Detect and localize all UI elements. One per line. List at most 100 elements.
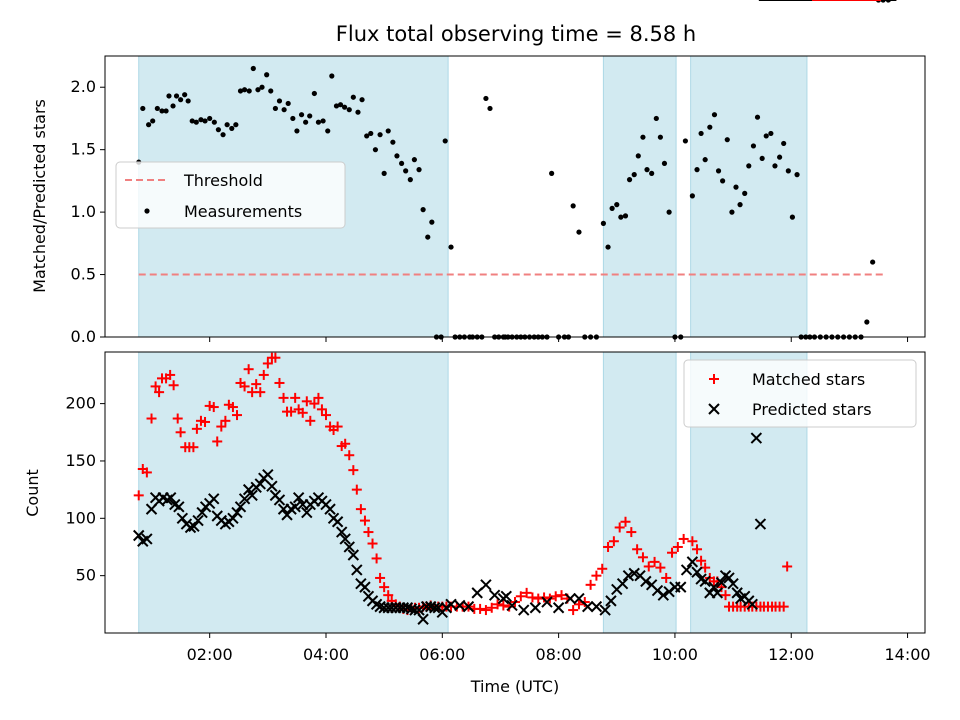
matched-star-point: [232, 410, 243, 421]
measurement-point: [715, 168, 722, 174]
measurement-point: [570, 203, 576, 209]
matched-star-point: [191, 423, 202, 434]
matched-star-point: [515, 591, 526, 602]
matched-star-point: [154, 387, 165, 398]
measurement-point: [442, 138, 448, 144]
matched-star-point: [220, 415, 231, 426]
matched-star-point: [175, 427, 186, 438]
matched-star-point: [533, 593, 544, 604]
predicted-star-point: [564, 592, 576, 605]
predicted-star-point-b: [488, 589, 501, 601]
measurement-point: [333, 103, 340, 109]
measurement-point: [182, 92, 188, 98]
predicted-star-point-b: [234, 501, 247, 513]
predicted-star-point-b: [599, 604, 611, 616]
measurement-point: [281, 107, 287, 113]
measurement-point: [407, 177, 413, 183]
matched-star-point: [270, 352, 281, 363]
predicted-star-point-b: [343, 541, 355, 553]
predicted-star-point: [335, 526, 348, 538]
measurement-point: [742, 190, 748, 196]
matched-star-point: [620, 516, 631, 527]
measurement-point: [864, 319, 870, 325]
top-y-ticks: 0.0 0.5 1.0 1.5 2.0: [71, 77, 105, 346]
matched-star-point: [239, 381, 250, 392]
measurement-point: [785, 168, 791, 174]
predicted-star-point-b: [651, 584, 664, 597]
measurement-point: [364, 133, 370, 139]
top-y-axis-label: Matched/Predicted stars: [30, 99, 49, 293]
predicted-star-point-b: [176, 512, 189, 525]
predicted-star-point: [234, 501, 247, 513]
measurement-point: [600, 220, 606, 226]
measurement-point: [411, 157, 417, 163]
predicted-star-point: [238, 493, 251, 505]
bottom-shaded-interval: [138, 351, 449, 634]
measurement-point: [342, 104, 348, 110]
predicted-star-point: [518, 604, 530, 616]
matched-star-point: [498, 600, 509, 611]
measurement-point: [702, 157, 708, 163]
bottom-legend-box: [683, 359, 917, 428]
measurement-point: [255, 87, 261, 93]
measurement-point: [711, 112, 718, 118]
matched-star-point: [141, 467, 152, 478]
predicted-star-point-b: [628, 567, 640, 580]
matched-star-point: [778, 601, 789, 612]
legend-predicted-marker-b: [708, 403, 720, 415]
predicted-star-point-b: [409, 604, 421, 616]
measurement-point: [394, 153, 400, 159]
measurement-point: [246, 88, 252, 94]
legend-predicted-label: Predicted stars: [752, 400, 872, 419]
measurement-point: [720, 178, 726, 184]
predicted-star-point-b: [169, 498, 181, 511]
measurement-point: [215, 127, 222, 133]
matched-star-point: [313, 392, 324, 403]
predicted-star-point: [529, 602, 542, 614]
measurement-point: [220, 132, 226, 138]
measurement-point: [724, 137, 730, 143]
measurement-point: [781, 140, 787, 147]
predicted-star-point-b: [657, 589, 670, 601]
predicted-star-point: [699, 575, 711, 588]
matched-star-point: [305, 415, 316, 426]
matched-star-point: [643, 561, 654, 572]
predicted-star-point: [347, 549, 360, 561]
measurement-point: [698, 130, 704, 137]
predicted-star-point: [622, 569, 635, 582]
measurement-point: [202, 118, 208, 124]
matched-star-point: [614, 522, 625, 533]
matched-star-point: [603, 541, 614, 552]
predicted-star-point-b: [622, 569, 635, 582]
predicted-star-point-b: [541, 596, 553, 608]
predicted-star-point-b: [359, 581, 371, 593]
measurement-point: [483, 95, 489, 102]
measurement-point: [346, 107, 352, 113]
predicted-star-point-b: [640, 575, 652, 588]
matched-star-point: [278, 392, 289, 403]
matched-star-point: [133, 490, 144, 501]
legend-predicted-swatch: [708, 403, 720, 415]
predicted-star-point: [331, 516, 344, 528]
top-panel: 0.0 0.5 1.0 1.5 2.0 Flux total observing tim…: [30, 0, 926, 346]
predicted-star-point-b: [675, 581, 687, 593]
predicted-star-point: [409, 604, 421, 616]
measurement-point: [359, 97, 365, 103]
measurement-point: [224, 122, 230, 128]
measurement-point: [307, 113, 313, 119]
measurement-point: [264, 72, 270, 78]
predicted-star-point: [351, 564, 363, 576]
predicted-star-point: [176, 512, 189, 525]
measurement-point: [355, 109, 361, 115]
predicted-star-point: [506, 599, 518, 612]
matched-star-point: [597, 563, 608, 574]
predicted-star-point-b: [564, 592, 576, 605]
predicted-star-point: [573, 592, 585, 605]
predicted-star-point: [462, 600, 475, 613]
measurement-point: [759, 155, 765, 162]
legend-matched-swatch: [709, 374, 719, 384]
measurement-point: [189, 118, 195, 124]
matched-star-point: [687, 536, 698, 547]
predicted-star-point: [552, 602, 565, 614]
predicted-star-point-b: [471, 587, 483, 599]
